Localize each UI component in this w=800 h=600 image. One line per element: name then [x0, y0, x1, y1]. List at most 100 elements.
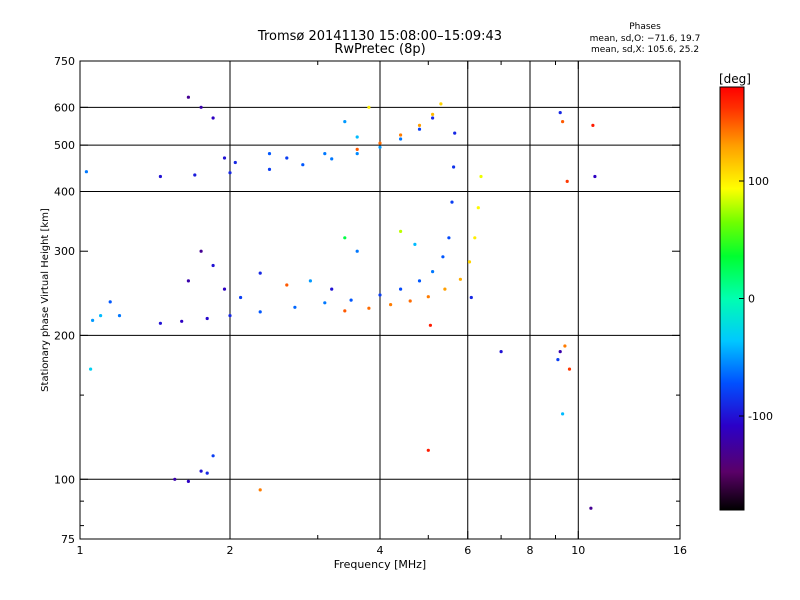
lower-x-trace-point — [473, 236, 477, 240]
f-region-cluster-high-point — [323, 152, 327, 156]
y-tick-labels: 75 100 200 300 400 500 600 750 — [54, 55, 75, 546]
lower-o-trace-point — [447, 236, 451, 240]
sparse-echoes-point — [563, 344, 567, 348]
e-region-echoes-point — [186, 479, 190, 483]
sparse-echoes-point — [556, 358, 560, 362]
f-region-cluster-high-point — [199, 105, 203, 109]
f-region-cluster-low-point — [186, 279, 190, 283]
colorbar-ticks: 100 0 -100 — [739, 175, 773, 423]
colorbar-tick-label: 100 — [748, 175, 769, 188]
lower-o-trace-point — [349, 298, 353, 302]
axis-ticks — [79, 60, 681, 540]
f-region-cluster-high-point — [211, 116, 215, 120]
f-region-cluster-high-point — [222, 156, 227, 160]
upper-x-trace-point — [417, 123, 422, 127]
lower-o-trace-point — [205, 316, 209, 321]
x-tick-label: 16 — [673, 544, 687, 557]
f-region-cluster-high-point — [186, 95, 190, 99]
x-tick-label: 4 — [377, 544, 384, 557]
lower-o-trace-point — [441, 255, 445, 259]
e-region-echoes-point — [211, 454, 215, 458]
lower-o-trace-point — [431, 270, 435, 274]
f-region-cluster-high-point — [355, 135, 359, 139]
lower-o-trace-point — [452, 165, 456, 169]
sparse-echoes-point — [593, 174, 597, 179]
lower-o-trace-point — [258, 310, 262, 314]
sparse-echoes-point — [591, 123, 595, 127]
f-region-cluster-high-point — [367, 105, 371, 109]
upper-x-trace-point — [399, 133, 403, 137]
upper-o-trace-point — [355, 152, 359, 156]
x-tick-label: 6 — [464, 544, 471, 557]
lower-x-trace-point — [443, 287, 447, 291]
lower-x-trace-point — [458, 277, 462, 281]
lower-x-trace-point — [426, 295, 430, 299]
lower-x-trace-point — [389, 303, 393, 307]
f-region-cluster-low-point — [199, 249, 203, 253]
f-region-cluster-low-point — [355, 249, 359, 253]
sparse-echoes-point — [565, 179, 569, 183]
x-tick-label: 2 — [227, 544, 234, 557]
upper-o-trace-point — [431, 116, 435, 120]
lower-o-trace-point — [378, 293, 382, 297]
data-points — [84, 95, 597, 510]
upper-x-trace-point — [378, 141, 382, 145]
f-region-cluster-low-point — [399, 229, 403, 233]
sparse-echoes-point — [469, 295, 473, 300]
x-tick-label: 8 — [527, 544, 534, 557]
f-region-cluster-low-point — [413, 242, 417, 246]
lower-o-trace-point — [228, 314, 232, 318]
upper-o-trace-point — [417, 127, 422, 131]
e-region-echoes-point — [205, 471, 209, 475]
f-region-cluster-low-point — [239, 295, 243, 300]
phase-annotation-heading: Phases — [629, 22, 661, 32]
low-frequency-echoes-point — [89, 367, 93, 371]
y-axis-label: Stationary phase Virtual Height [km] — [40, 208, 51, 392]
y-tick-label: 200 — [54, 329, 75, 342]
x-axis-label: Frequency [MHz] — [334, 558, 426, 571]
low-frequency-echoes-point — [99, 314, 103, 318]
sparse-echoes-point — [567, 367, 572, 371]
phase-annotation-o: mean, sd,O: −71.6, 19.7 — [590, 34, 701, 44]
sparse-echoes-point — [499, 350, 503, 354]
sparse-echoes-point — [426, 448, 430, 452]
upper-x-trace-point — [439, 102, 443, 106]
sparse-echoes-point — [589, 506, 593, 510]
f-region-cluster-low-point — [285, 283, 289, 287]
x-tick-labels: 1 2 4 6 8 10 16 — [77, 544, 688, 557]
f-region-cluster-high-point — [267, 152, 272, 156]
upper-o-trace-point — [193, 173, 197, 177]
lower-o-trace-point — [453, 131, 457, 135]
y-tick-label: 500 — [54, 139, 75, 152]
lower-x-trace-point — [467, 260, 472, 264]
f-region-cluster-low-point — [222, 287, 227, 291]
low-frequency-echoes-point — [91, 318, 95, 322]
phase-annotation-x: mean, sd,X: 105.6, 25.2 — [591, 45, 699, 55]
sparse-echoes-point — [561, 412, 565, 416]
y-tick-label: 300 — [54, 245, 75, 258]
colorbar-tick-label: -100 — [748, 410, 773, 423]
sparse-echoes-point — [558, 111, 562, 115]
lower-o-trace-point — [293, 305, 297, 309]
f-region-cluster-low-point — [211, 263, 215, 268]
lower-o-trace-point — [158, 321, 162, 325]
lower-o-trace-point — [399, 287, 403, 291]
lower-x-trace-point — [476, 206, 480, 210]
sparse-echoes-point — [558, 350, 562, 354]
sparse-echoes-point — [428, 323, 432, 327]
grid-lines — [80, 61, 680, 539]
y-tick-label: 100 — [54, 473, 75, 486]
e-region-echoes-point — [173, 477, 177, 481]
y-tick-label: 75 — [61, 533, 75, 546]
lower-x-trace-point — [479, 174, 483, 179]
lower-o-trace-point — [450, 200, 454, 204]
upper-x-trace-point — [431, 112, 435, 116]
upper-o-trace-point — [330, 157, 334, 161]
lower-o-trace-point — [323, 301, 327, 305]
chart-title: Tromsø 20141130 15:08:00–15:09:43 — [257, 29, 502, 44]
e-region-echoes-point — [199, 469, 203, 473]
lower-o-trace-point — [180, 319, 184, 323]
upper-o-trace-point — [399, 137, 403, 141]
upper-o-trace-point — [158, 174, 162, 179]
